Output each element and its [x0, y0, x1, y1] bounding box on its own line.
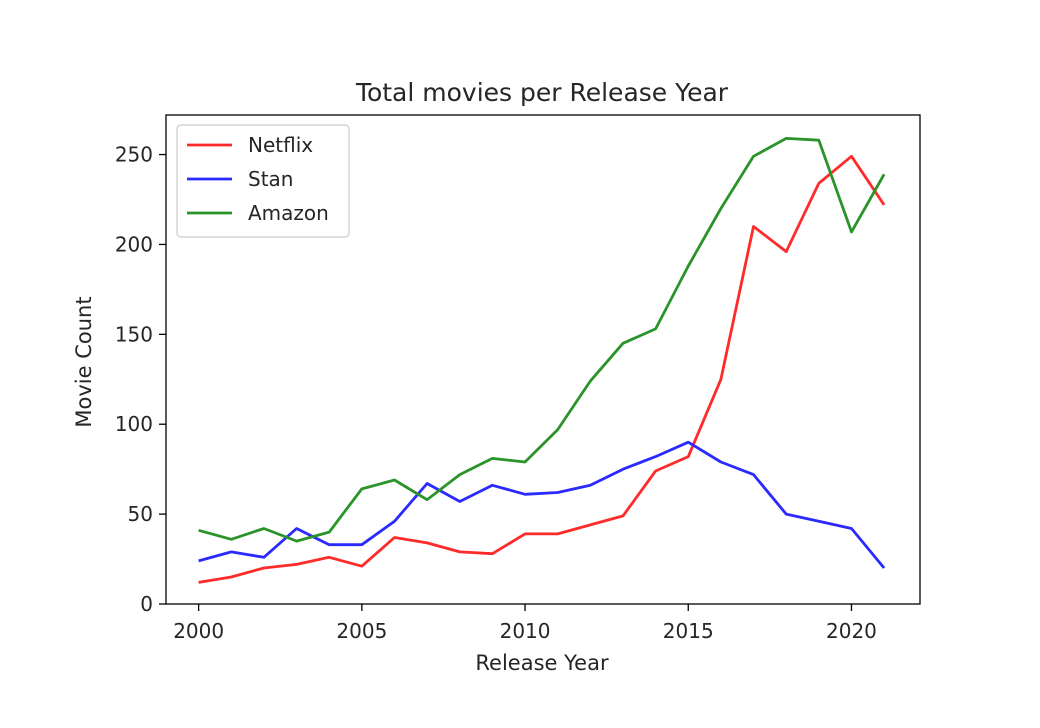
x-axis-label: Release Year [475, 651, 609, 675]
axes: 2000 2005 2010 2015 2020 0 50 100 150 200 250 [115, 114, 921, 643]
y-tick-label: 250 [115, 143, 153, 167]
legend-label-stan: Stan [248, 167, 293, 191]
y-tick-label: 100 [115, 412, 153, 436]
x-tick-label: 2000 [173, 619, 224, 643]
x-tick-label: 2005 [336, 619, 387, 643]
y-axis-label: Movie Count [72, 296, 96, 427]
chart-title: Total movies per Release Year [355, 78, 729, 107]
y-tick-label: 50 [128, 502, 153, 526]
x-tick-label: 2015 [663, 619, 714, 643]
legend: Netflix Stan Amazon [176, 124, 350, 238]
plot-area [198, 136, 886, 584]
y-tick-label: 200 [115, 232, 153, 256]
series-line-netflix [198, 154, 886, 584]
x-tick-label: 2020 [826, 619, 877, 643]
x-tick-label: 2010 [500, 619, 551, 643]
series-line-stan [198, 440, 886, 569]
legend-label-netflix: Netflix [248, 133, 313, 157]
legend-label-amazon: Amazon [248, 201, 329, 225]
legend-box [176, 124, 350, 238]
y-tick-label: 0 [140, 592, 153, 616]
axes-frame [165, 114, 921, 605]
y-tick-label: 150 [115, 322, 153, 346]
series-line-amazon [198, 136, 886, 543]
